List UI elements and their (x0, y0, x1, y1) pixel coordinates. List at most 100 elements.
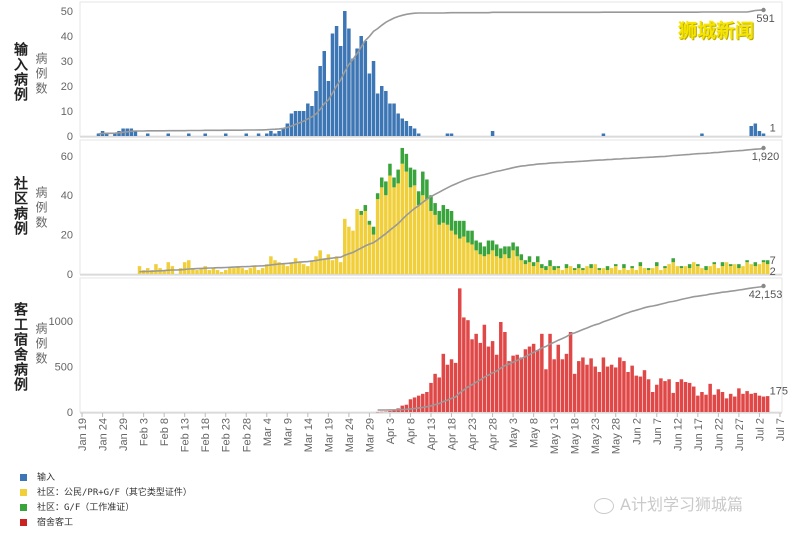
panel-2-last-value-label-workpass: 2 (770, 266, 776, 278)
bar (408, 126, 413, 136)
bar (577, 268, 581, 274)
bar (671, 392, 675, 412)
bar (577, 361, 581, 412)
bar (671, 262, 675, 274)
bar (244, 133, 249, 136)
bar (228, 268, 232, 274)
bar (593, 264, 597, 274)
bar (338, 262, 343, 274)
x-tick-label: May 18 (570, 418, 582, 454)
x-tick-label: May 28 (611, 418, 623, 454)
bar (187, 133, 191, 136)
bar (511, 355, 515, 412)
bar (622, 361, 626, 412)
bar (761, 396, 766, 412)
bar (371, 226, 376, 235)
bar (679, 266, 684, 269)
panel-2-title: 社区病例 (12, 176, 28, 236)
legend-swatch-community-citizen (20, 489, 27, 496)
bar (630, 365, 634, 412)
bar (223, 133, 228, 136)
bar (412, 185, 417, 274)
bar (507, 361, 511, 412)
bar (601, 268, 606, 274)
bar (478, 242, 483, 255)
x-tick-label: Jun 27 (734, 418, 746, 451)
bar (585, 266, 589, 274)
bar (223, 270, 228, 274)
bar (408, 187, 413, 274)
bar (597, 270, 602, 274)
bar (240, 268, 244, 274)
bar (314, 256, 318, 274)
x-tick-label: Apr 13 (426, 418, 438, 450)
bar (556, 344, 561, 412)
bar (166, 133, 171, 136)
bar (384, 181, 388, 196)
bar (462, 236, 466, 274)
bar (392, 187, 396, 274)
bar (679, 379, 684, 412)
bar (256, 270, 261, 274)
bar (765, 260, 770, 265)
bar (429, 195, 433, 211)
panel-2-ytick-label: 0 (67, 269, 73, 281)
bar (445, 224, 450, 274)
bar (351, 58, 355, 136)
bar (630, 268, 634, 274)
bar (499, 248, 503, 259)
x-tick-label: Jun 2 (631, 418, 643, 445)
x-tick-label: Mar 4 (262, 418, 274, 446)
bar (482, 246, 487, 257)
bar (429, 210, 433, 274)
legend-item-dormitory: 宿舍客工 (20, 515, 73, 528)
bar (683, 382, 688, 412)
bar (745, 260, 749, 263)
bar (757, 395, 762, 412)
bar (445, 364, 450, 412)
bar (687, 382, 692, 412)
bar (441, 353, 446, 412)
bar (712, 264, 717, 274)
bar (96, 133, 101, 136)
panel-3-cumulative-end-point (761, 283, 766, 289)
bar (757, 131, 762, 136)
bar (589, 358, 593, 412)
panel-3-ytick-label: 0 (67, 407, 73, 419)
bar (343, 218, 347, 274)
bar (642, 370, 647, 412)
bar (646, 270, 651, 274)
bar (523, 349, 528, 412)
legend-swatch-community-workpass (20, 504, 27, 511)
bar (425, 199, 429, 274)
bar (367, 73, 372, 136)
bar (486, 254, 491, 274)
bar (597, 372, 602, 412)
bar (548, 333, 552, 412)
x-tick-label: Jan 24 (98, 418, 110, 451)
bar (511, 242, 515, 251)
bar (363, 210, 368, 274)
bar (207, 270, 212, 274)
bar (507, 258, 511, 274)
bar (355, 209, 359, 274)
bar (310, 106, 314, 136)
bar (663, 381, 667, 412)
bar (519, 357, 524, 412)
bar (523, 260, 528, 265)
bar (700, 133, 704, 136)
panel-1-ytick-label: 20 (61, 81, 73, 93)
bar (322, 258, 327, 274)
bar (687, 264, 692, 269)
legend-item-imported: 输入 (20, 470, 55, 483)
bar (371, 234, 376, 274)
panel-2-last-value-label-community: 7 (770, 255, 776, 267)
bar (765, 396, 770, 412)
bar (162, 270, 166, 274)
bar (367, 224, 372, 274)
bar (527, 262, 532, 274)
bar (301, 111, 306, 136)
bar (400, 118, 405, 136)
bar (482, 324, 487, 412)
bar (515, 354, 519, 412)
